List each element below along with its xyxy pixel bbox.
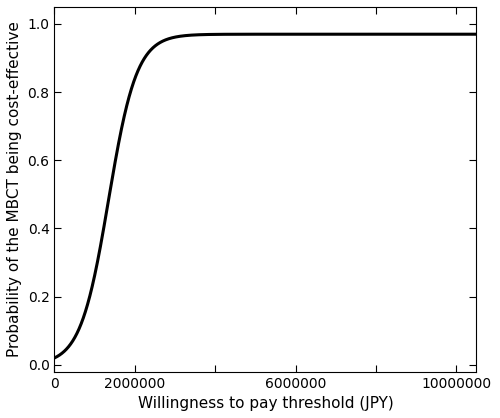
Y-axis label: Probability of the MBCT being cost-effective: Probability of the MBCT being cost-effec… (7, 21, 22, 357)
X-axis label: Willingness to pay threshold (JPY): Willingness to pay threshold (JPY) (138, 396, 394, 411)
